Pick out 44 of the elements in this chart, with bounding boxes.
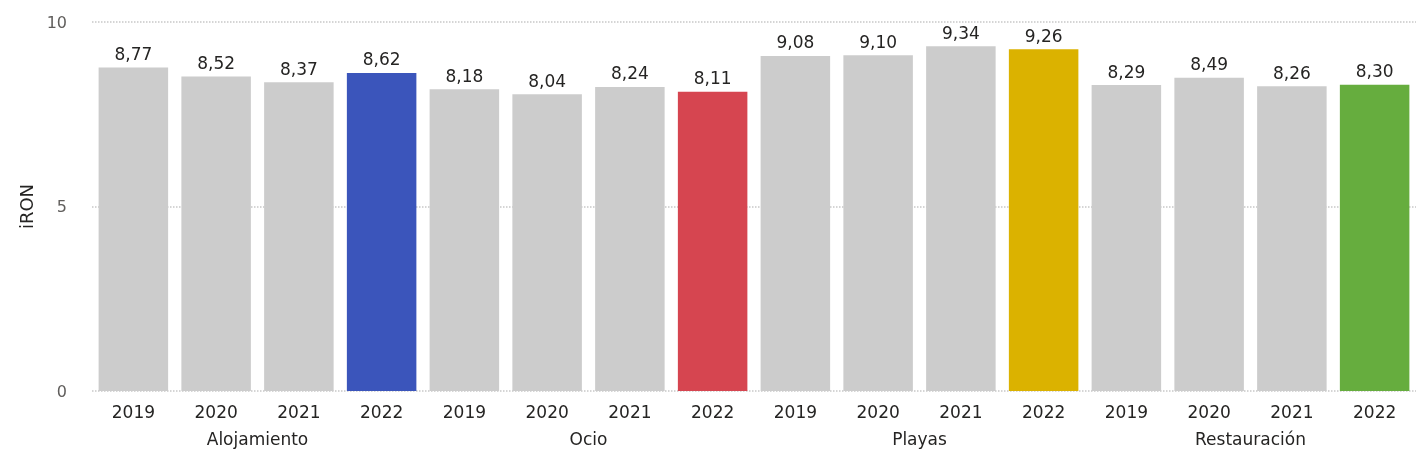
data-label: 9,10: [859, 31, 898, 52]
y-axis-title: iRON: [16, 183, 38, 230]
data-label: 8,52: [197, 53, 236, 74]
x-tick-label: 2022: [1021, 401, 1066, 422]
x-tick-label: 2020: [525, 401, 569, 422]
bar: [1008, 49, 1079, 391]
data-label: 8,77: [114, 43, 153, 64]
y-tick-label: 0: [56, 381, 67, 401]
data-label: 8,11: [693, 68, 732, 89]
bar: [677, 91, 748, 391]
x-tick-label: 2022: [1352, 401, 1397, 422]
x-tick-label: 2019: [1104, 401, 1149, 422]
text: Restauración: [1195, 428, 1306, 449]
data-label: 9,26: [1024, 25, 1063, 46]
data-label: 8,30: [1355, 61, 1394, 82]
data-label: 9,34: [941, 22, 980, 43]
x-tick-label: 2019: [773, 401, 818, 422]
x-tick-label: 2021: [277, 401, 321, 422]
x-tick-label: 2020: [194, 401, 238, 422]
data-label: 8,26: [1272, 62, 1311, 83]
x-tick-label: 2021: [1270, 401, 1314, 422]
data-label: 8,04: [528, 70, 567, 91]
x-tick-label: 2019: [111, 401, 156, 422]
data-label: 8,29: [1107, 61, 1146, 82]
x-tick-label: 2021: [608, 401, 652, 422]
x-tick-label: 2019: [442, 401, 487, 422]
data-label: 9,08: [776, 32, 815, 53]
text: Ocio: [569, 428, 608, 449]
x-tick-label: 2022: [690, 401, 735, 422]
bar: [1339, 84, 1410, 391]
data-label: 8,24: [610, 63, 649, 84]
x-tick-label: 2022: [359, 401, 404, 422]
x-tick-label: 2020: [856, 401, 900, 422]
data-label: 8,62: [362, 49, 401, 70]
x-tick-label: 2020: [1187, 401, 1231, 422]
data-label: 8,49: [1190, 54, 1229, 75]
data-label: 8,37: [279, 58, 318, 79]
data-label: 8,18: [445, 65, 484, 86]
text: Alojamiento: [206, 428, 309, 449]
text: Playas: [892, 428, 947, 449]
x-tick-label: 2021: [939, 401, 983, 422]
y-tick-label: 5: [56, 197, 67, 216]
bar: [346, 72, 417, 391]
y-tick-label: 10: [46, 12, 67, 32]
